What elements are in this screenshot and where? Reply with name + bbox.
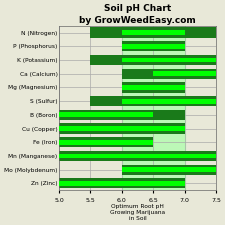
Bar bbox=[59, 181, 184, 186]
Bar bbox=[90, 55, 216, 65]
Bar bbox=[59, 110, 184, 120]
Bar bbox=[122, 82, 184, 92]
Bar bbox=[59, 153, 216, 158]
Bar bbox=[59, 112, 153, 117]
Bar bbox=[90, 96, 216, 106]
Bar bbox=[122, 85, 184, 90]
Bar bbox=[122, 26, 184, 190]
Bar bbox=[122, 41, 184, 52]
Bar bbox=[122, 99, 216, 104]
Title: Soil pH Chart
by GrowWeedEasy.com: Soil pH Chart by GrowWeedEasy.com bbox=[79, 4, 196, 25]
Bar bbox=[59, 151, 216, 161]
Bar bbox=[122, 69, 216, 79]
Bar bbox=[122, 164, 216, 175]
X-axis label: Optimum Root pH
Growing Marijuana
in Soil: Optimum Root pH Growing Marijuana in Soi… bbox=[110, 204, 165, 221]
Bar bbox=[59, 178, 184, 189]
Bar bbox=[122, 30, 184, 35]
Bar bbox=[122, 58, 216, 62]
Bar bbox=[59, 123, 184, 134]
Bar bbox=[90, 27, 216, 38]
Bar bbox=[122, 167, 216, 172]
Bar bbox=[59, 140, 153, 145]
Bar bbox=[59, 137, 153, 147]
Bar bbox=[153, 71, 216, 76]
Bar bbox=[59, 126, 184, 131]
Bar bbox=[122, 44, 184, 49]
